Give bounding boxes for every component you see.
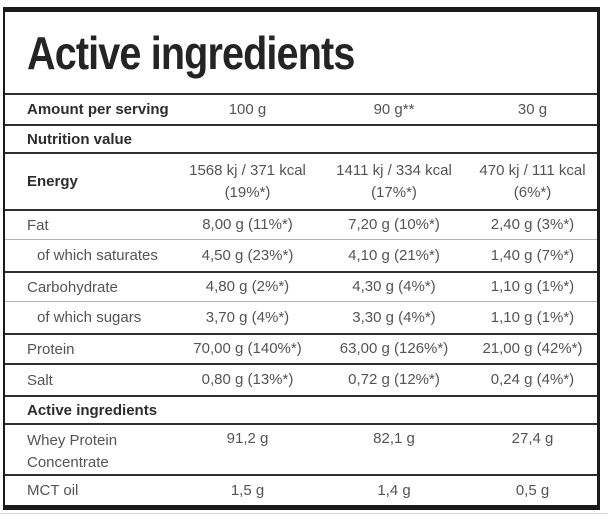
row-label: Salt bbox=[27, 371, 53, 389]
value-100g: 91,2 g bbox=[226, 430, 269, 447]
value-30g: 1,10 g (1%*) bbox=[490, 278, 575, 295]
row-mct-oil: MCT oil 1,5 g 1,4 g 0,5 g bbox=[5, 474, 597, 505]
row-label: of which sugars bbox=[37, 309, 142, 326]
section-header-active: Active ingredients bbox=[5, 395, 597, 423]
value-30g: 21,00 g (42%*) bbox=[482, 340, 583, 357]
row-energy: Energy 1568 kj / 371 kcal (19%*) 1411 kj… bbox=[5, 152, 597, 209]
active-ingredients-table: Active ingredients Amount per serving 10… bbox=[3, 7, 600, 510]
row-sugars: of which sugars 3,70 g (4%*) 3,30 g (4%*… bbox=[5, 301, 597, 333]
value-100g: 8,00 g (11%*) bbox=[202, 216, 293, 233]
value-90g: 4,10 g (21%*) bbox=[348, 246, 440, 264]
value-30g: 1,10 g (1%*) bbox=[490, 308, 575, 326]
page-divider bbox=[0, 513, 608, 514]
serving-row: Amount per serving 100 g 90 g** 30 g bbox=[5, 93, 597, 124]
row-label: Fat bbox=[27, 216, 49, 234]
value-90g: 63,00 g (126%*) bbox=[339, 340, 449, 357]
row-label: Whey Protein Concentrate bbox=[27, 432, 118, 471]
value-30g: 27,4 g bbox=[511, 430, 554, 447]
value-30g: 1,40 g (7%*) bbox=[490, 246, 575, 264]
row-whey-protein-concentrate: Whey Protein Concentrate 91,2 g 82,1 g 2… bbox=[5, 423, 597, 474]
value-90g: 82,1 g bbox=[373, 430, 415, 447]
value-30g: 0,24 g (4%*) bbox=[490, 371, 575, 388]
nutrition-section-label: Nutrition value bbox=[27, 130, 133, 148]
row-fat: Fat 8,00 g (11%*) 7,20 g (10%*) 2,40 g (… bbox=[5, 209, 597, 239]
row-carbohydrate: Carbohydrate 4,80 g (2%*) 4,30 g (4%*) 1… bbox=[5, 271, 597, 301]
table-title-area: Active ingredients bbox=[5, 12, 597, 93]
value-90g: 7,20 g (10%*) bbox=[348, 216, 440, 233]
serving-value-100g: 100 g bbox=[228, 100, 267, 118]
value-100g: 0,80 g (13%*) bbox=[201, 371, 294, 388]
value-30g: 470 kj / 111 kcal (6%*) bbox=[479, 161, 586, 201]
value-90g: 3,30 g (4%*) bbox=[352, 308, 436, 326]
row-protein: Protein 70,00 g (140%*) 63,00 g (126%*) … bbox=[5, 333, 597, 363]
serving-value-90g: 90 g** bbox=[373, 100, 415, 118]
value-90g: 1411 kj / 334 kcal (17%*) bbox=[336, 161, 452, 201]
page-title: Active ingredients bbox=[27, 26, 355, 79]
value-90g: 1,4 g bbox=[377, 481, 411, 499]
row-label: Energy bbox=[27, 173, 78, 190]
value-100g: 3,70 g (4%*) bbox=[205, 308, 290, 326]
row-saturates: of which saturates 4,50 g (23%*) 4,10 g … bbox=[5, 239, 597, 271]
value-100g: 70,00 g (140%*) bbox=[193, 340, 302, 357]
serving-row-label: Amount per serving bbox=[27, 101, 169, 118]
value-100g: 1568 kj / 371 kcal (19%*) bbox=[189, 161, 306, 201]
value-100g: 4,80 g (2%*) bbox=[205, 278, 290, 295]
row-label: of which saturates bbox=[37, 247, 158, 264]
active-section-label: Active ingredients bbox=[27, 401, 158, 419]
row-label: Carbohydrate bbox=[27, 278, 118, 296]
value-100g: 4,50 g (23%*) bbox=[201, 246, 294, 264]
serving-value-30g: 30 g bbox=[517, 100, 548, 118]
row-label: Protein bbox=[27, 340, 75, 358]
value-90g: 4,30 g (4%*) bbox=[352, 278, 436, 295]
value-30g: 2,40 g (3%*) bbox=[490, 216, 575, 233]
value-90g: 0,72 g (12%*) bbox=[348, 371, 440, 388]
row-salt: Salt 0,80 g (13%*) 0,72 g (12%*) 0,24 g … bbox=[5, 363, 597, 395]
value-30g: 0,5 g bbox=[515, 481, 550, 499]
section-header-nutrition: Nutrition value bbox=[5, 124, 597, 152]
value-100g: 1,5 g bbox=[230, 481, 265, 499]
row-label: MCT oil bbox=[27, 482, 79, 499]
